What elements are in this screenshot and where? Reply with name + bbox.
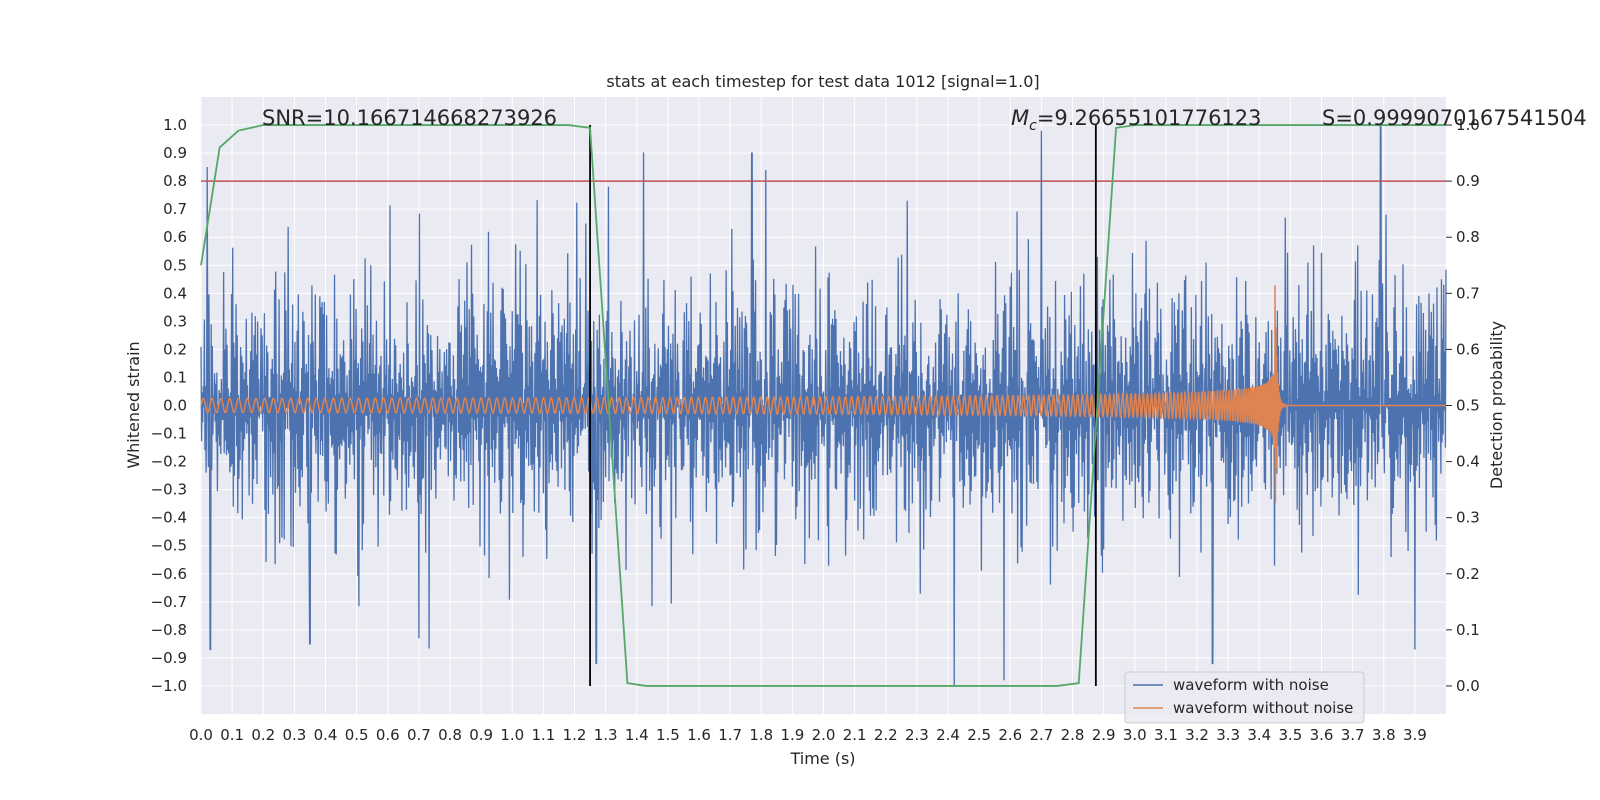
x-tick-label: 0.1	[220, 726, 244, 744]
x-tick-label: 3.1	[1154, 726, 1178, 744]
x-tick-label: 1.8	[749, 726, 773, 744]
x-tick-label: 3.9	[1403, 726, 1427, 744]
x-tick-label: 1.4	[625, 726, 649, 744]
x-tick-label: 2.6	[998, 726, 1022, 744]
x-tick-label: 1.6	[687, 726, 711, 744]
series-waveform-without-noise	[200, 285, 1446, 503]
x-tick-label: 1.3	[594, 726, 618, 744]
y-tick-label: 0.1	[163, 368, 187, 386]
y-tick-label: −0.7	[151, 593, 187, 611]
snr-annotation: SNR=10.166714668273926	[262, 106, 557, 130]
x-tick-label: 2.7	[1029, 726, 1053, 744]
x-tick-label: 0.0	[189, 726, 213, 744]
x-tick-label: 3.6	[1310, 726, 1334, 744]
x-tick-label: 2.2	[874, 726, 898, 744]
x-tick-label: 1.7	[718, 726, 742, 744]
y-tick-label: −0.2	[151, 453, 187, 471]
y2-tick-label: 1.0	[1456, 116, 1480, 134]
noisy-waveform-line	[200, 124, 1447, 686]
x-tick-label: 3.5	[1278, 726, 1302, 744]
y-tick-label: 0.5	[163, 256, 187, 274]
y2-axis-label: Detection probability	[1487, 321, 1506, 489]
y-tick-label: −0.9	[151, 649, 187, 667]
x-axis-label: Time (s)	[789, 749, 855, 768]
marker-lines	[589, 125, 1097, 686]
legend: waveform with noise waveform without noi…	[1124, 671, 1365, 724]
y-tick-label: 0.6	[163, 228, 187, 246]
y2-tick-label: 0.7	[1456, 284, 1480, 302]
x-tick-label: 1.9	[780, 726, 804, 744]
x-tick-label: 2.1	[843, 726, 867, 744]
clean-waveform-line	[200, 285, 1446, 503]
y2-tick-label: 0.6	[1456, 340, 1480, 358]
x-tick-label: 2.9	[1092, 726, 1116, 744]
x-tick-label: 2.8	[1061, 726, 1085, 744]
x-tick-label: 0.4	[314, 726, 338, 744]
y2-tick-label: 0.9	[1456, 172, 1480, 190]
y-tick-label: −0.4	[151, 509, 187, 527]
x-tick-label: 2.3	[905, 726, 929, 744]
y2-tick-label: 0.3	[1456, 509, 1480, 527]
x-tick-label: 3.2	[1185, 726, 1209, 744]
y2-tick-label: 0.5	[1456, 397, 1480, 415]
x-tick-label: 3.0	[1123, 726, 1147, 744]
y-tick-label: 0.8	[163, 172, 187, 190]
y-tick-label: 0.3	[163, 312, 187, 330]
y-tick-label: 0.0	[163, 397, 187, 415]
x-tick-label: 2.5	[967, 726, 991, 744]
x-tick-label: 0.2	[251, 726, 275, 744]
series-waveform-with-noise	[200, 124, 1447, 686]
y-tick-label: −0.5	[151, 537, 187, 555]
s-annotation: S=0.9999070167541504	[1322, 106, 1587, 130]
y2-tick-label: 0.1	[1456, 621, 1480, 639]
mc-annotation: Mc=9.26655101776123	[1011, 106, 1262, 134]
y-tick-label: −0.1	[151, 425, 187, 443]
x-tick-labels: 0.0 0.1 0.2 0.3 0.4 0.5 0.6 0.7 0.8 0.9 1.0 1.1 1.2 1…	[189, 726, 1427, 744]
series-detection-probability	[200, 124, 1446, 687]
y2-tick-label: 0.0	[1456, 677, 1480, 695]
x-tick-label: 0.8	[438, 726, 462, 744]
x-tick-label: 1.2	[563, 726, 587, 744]
probability-line	[200, 124, 1446, 687]
y-tick-label: −1.0	[151, 677, 187, 695]
y-tick-label: 0.4	[163, 284, 187, 302]
x-tick-label: 2.0	[812, 726, 836, 744]
y2-tick-label: 0.8	[1456, 228, 1480, 246]
x-tick-label: 1.0	[500, 726, 524, 744]
x-tick-label: 0.3	[282, 726, 306, 744]
x-tick-label: 2.4	[936, 726, 960, 744]
y-tick-label: −0.8	[151, 621, 187, 639]
y2-tick-label: 0.2	[1456, 565, 1480, 583]
x-tick-label: 3.3	[1216, 726, 1240, 744]
mc-value: =9.26655101776123	[1037, 106, 1262, 130]
y-tick-label: 1.0	[163, 116, 187, 134]
x-tick-label: 1.5	[656, 726, 680, 744]
legend-label-clean: waveform without noise	[1173, 699, 1353, 717]
y-tick-label: −0.6	[151, 565, 187, 583]
y-tick-labels: 1.0 0.9 0.8 0.7 0.6 0.5 0.4 0.3 0.2 0.1 0.0 −0.1 −0.…	[151, 116, 187, 695]
x-tick-label: 0.7	[407, 726, 431, 744]
chart-title: stats at each timestep for test data 101…	[606, 72, 1039, 91]
x-tick-label: 3.4	[1247, 726, 1271, 744]
y-axis-label: Whitened strain	[124, 341, 143, 468]
y2-tick-label: 0.4	[1456, 453, 1480, 471]
x-tick-label: 0.5	[345, 726, 369, 744]
x-tick-label: 3.7	[1341, 726, 1365, 744]
legend-label-noise: waveform with noise	[1173, 676, 1329, 694]
x-tick-label: 0.6	[376, 726, 400, 744]
y-tick-label: 0.7	[163, 200, 187, 218]
y2-tick-labels: 1.0 0.9 0.8 0.7 0.6 0.5 0.4 0.3 0.2 0.1 0.0	[1446, 116, 1480, 695]
x-tick-label: 1.1	[531, 726, 555, 744]
y-tick-label: −0.3	[151, 481, 187, 499]
mc-subscript: c	[1029, 118, 1037, 134]
mc-symbol: M	[1011, 106, 1029, 130]
y-tick-label: 0.9	[163, 144, 187, 162]
x-tick-label: 0.9	[469, 726, 493, 744]
y-tick-label: 0.2	[163, 340, 187, 358]
legend-box	[1124, 671, 1365, 724]
x-tick-label: 3.8	[1372, 726, 1396, 744]
